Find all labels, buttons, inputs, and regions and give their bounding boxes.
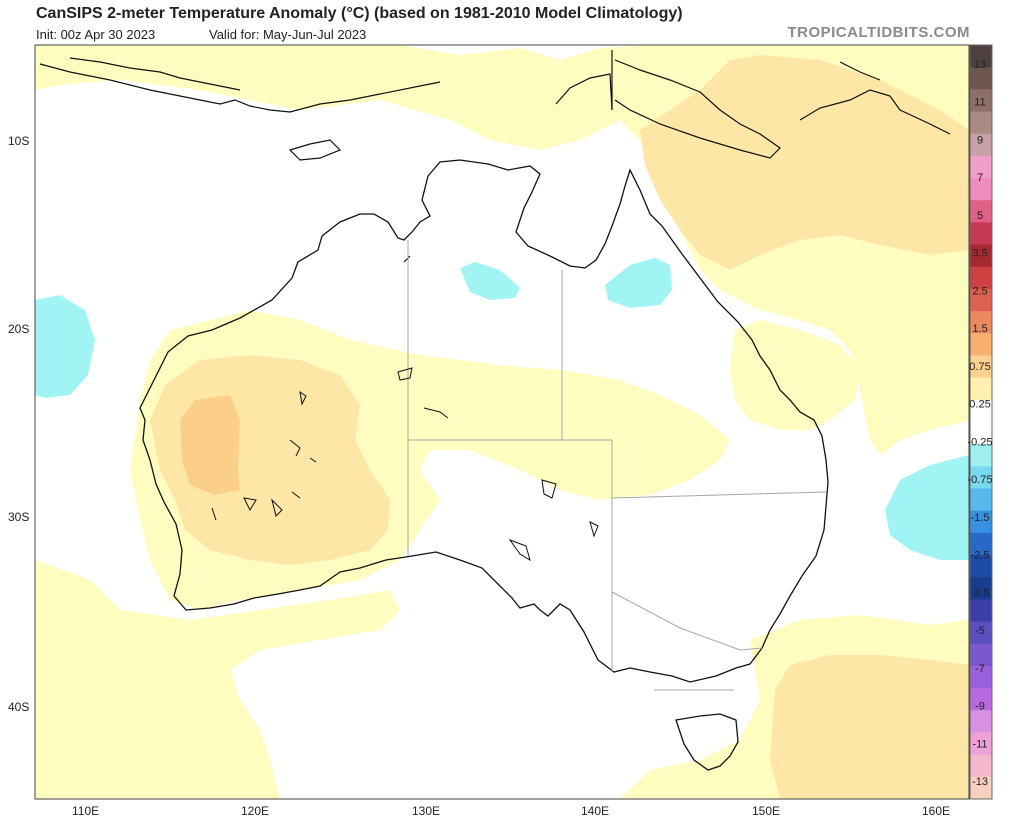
- colorbar-swatch: [970, 688, 992, 711]
- colorbar-swatch: [970, 155, 992, 179]
- colorbar-swatch: [970, 111, 992, 135]
- colorbar-swatch: [970, 488, 992, 512]
- colorbar-label: -2.5: [971, 550, 990, 562]
- colorbar-label: -13: [972, 776, 988, 788]
- colorbar-swatch: [970, 266, 992, 290]
- colorbar-label: 0.75: [969, 361, 990, 373]
- colorbar-frame: [969, 44, 993, 800]
- colorbar-swatch: [970, 399, 992, 423]
- lon-label: 120E: [241, 804, 269, 818]
- lon-label: 160E: [922, 804, 950, 818]
- colorbar-labels: 13 11 9 7 5 3.5 2.5 1.5 0.75 0.25 -0.25 -0.75 -1.5 -2…: [967, 59, 992, 788]
- northern-islands: [39, 50, 951, 263]
- colorbar-swatch: [970, 599, 992, 623]
- state-borders: [407, 240, 827, 691]
- anomaly-1.5-region: [180, 395, 240, 495]
- colorbar-label: -3.5: [971, 587, 990, 599]
- colorbar-swatch: [970, 776, 992, 800]
- colorbar-swatch: [970, 288, 992, 312]
- lon-label: 140E: [581, 804, 609, 818]
- longitude-labels: 110E 120E 130E 140E 150E 160E: [72, 804, 950, 818]
- map-title: CanSIPS 2-meter Temperature Anomaly (°C)…: [36, 5, 683, 22]
- colorbar-swatch: [970, 133, 992, 157]
- colorbar-label: -0.75: [967, 474, 992, 486]
- lat-label: 30S: [8, 510, 29, 524]
- colorbar-swatch: [970, 333, 992, 356]
- lon-label: 150E: [752, 804, 780, 818]
- lon-label: 130E: [412, 804, 440, 818]
- colorbar-label: 2.5: [972, 285, 987, 297]
- inland-lakes: [211, 367, 599, 562]
- colorbar-label: 11: [974, 97, 985, 109]
- tasmania-coastline: [675, 713, 739, 771]
- colorbar: [969, 44, 993, 800]
- colorbar-swatch: [970, 355, 992, 379]
- colorbar-label: 9: [977, 135, 983, 147]
- colorbar-label: -5: [975, 625, 985, 637]
- source-watermark: TROPICALTIDBITS.COM: [787, 24, 970, 41]
- colorbar-label: 13: [974, 59, 986, 71]
- lat-label: 20S: [8, 322, 29, 336]
- colorbar-label: 3.5: [972, 248, 987, 260]
- colorbar-swatch: [970, 621, 992, 645]
- colorbar-swatch: [970, 45, 992, 68]
- latitude-labels: 10S 20S 30S 40S: [8, 134, 29, 714]
- colorbar-swatch: [970, 244, 992, 268]
- colorbar-label: -0.25: [967, 436, 992, 448]
- map-area: [35, 45, 969, 799]
- colorbar-swatch: [970, 444, 992, 467]
- colorbar-swatch: [970, 532, 992, 556]
- colorbar-label: 0.25: [969, 399, 990, 411]
- valid-period: Valid for: May-Jun-Jul 2023: [209, 27, 367, 42]
- colorbar-label: -7: [975, 663, 985, 675]
- australia-coastline: [139, 159, 829, 683]
- colorbar-label: 1.5: [972, 323, 987, 335]
- map-frame: [34, 44, 970, 800]
- colorbar-swatch: [970, 732, 992, 756]
- colorbar-swatch: [970, 466, 992, 490]
- colorbar-swatch: [970, 178, 992, 201]
- colorbar-swatch: [970, 577, 992, 600]
- colorbar-swatch: [970, 67, 992, 90]
- colorbar-swatch: [970, 555, 992, 578]
- colorbar-swatch: [970, 89, 992, 113]
- init-time: Init: 00z Apr 30 2023: [36, 27, 156, 42]
- lon-label: 110E: [72, 804, 99, 818]
- anomaly-negative-regions: [35, 258, 969, 560]
- colorbar-label: -1.5: [971, 512, 990, 524]
- colorbar-swatch: [970, 222, 992, 246]
- colorbar-label: -11: [972, 738, 987, 750]
- colorbar-label: -9: [975, 701, 985, 713]
- colorbar-swatch: [970, 665, 992, 689]
- colorbar-swatch: [970, 311, 992, 334]
- colorbar-swatch: [970, 200, 992, 223]
- lat-label: 10S: [8, 134, 29, 148]
- colorbar-swatch: [970, 510, 992, 534]
- colorbar-label: 5: [977, 210, 983, 222]
- colorbar-swatch: [970, 643, 992, 667]
- colorbar-swatch: [970, 710, 992, 733]
- lat-label: 40S: [8, 700, 29, 714]
- colorbar-swatch: [970, 377, 992, 401]
- colorbar-swatch: [970, 754, 992, 778]
- colorbar-swatch: [970, 422, 992, 445]
- colorbar-label: 7: [977, 172, 983, 184]
